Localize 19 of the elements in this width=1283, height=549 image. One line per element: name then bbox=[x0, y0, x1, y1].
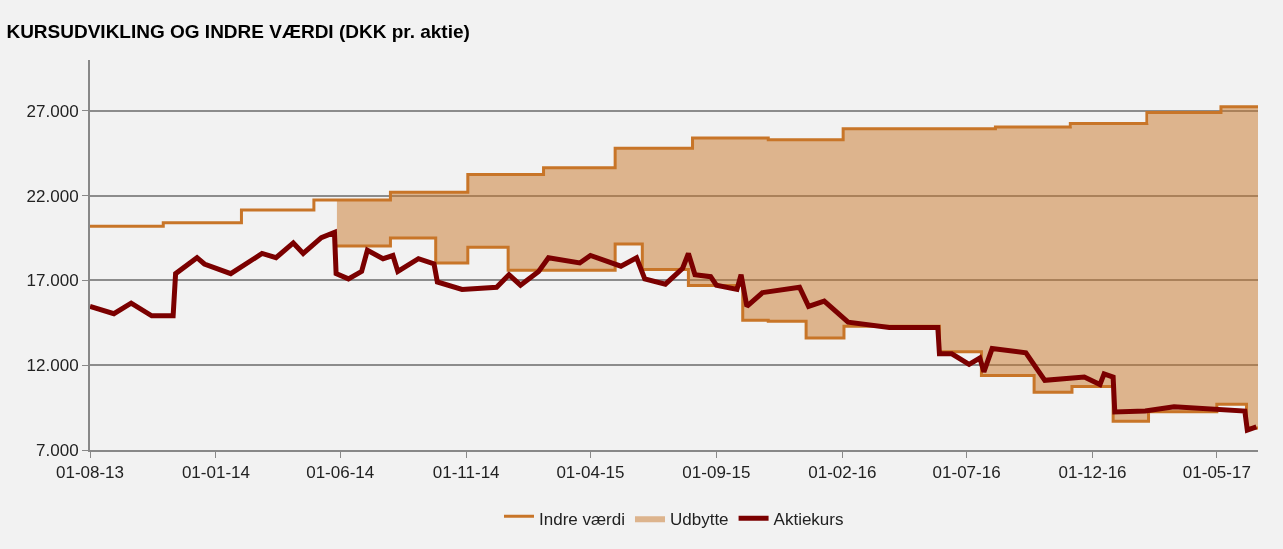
y-tick-label: 22.000 bbox=[26, 186, 79, 206]
x-tick-label: 01-07-16 bbox=[932, 463, 1001, 483]
x-tick-label: 01-02-16 bbox=[808, 463, 877, 483]
x-tick-label: 01-08-13 bbox=[55, 463, 125, 483]
y-tick-label: 7.000 bbox=[36, 440, 79, 460]
x-tick-label: 01-04-15 bbox=[556, 463, 625, 483]
x-tick-label: 01-06-14 bbox=[306, 463, 375, 483]
legend-label: Indre værdi bbox=[539, 509, 625, 529]
y-tick-label: 17.000 bbox=[26, 271, 79, 291]
x-tick-label: 01-09-15 bbox=[682, 463, 751, 483]
legend-label: Udbytte bbox=[669, 509, 729, 529]
chart-title: KURSUDVIKLING OG INDRE VÆRDI (DKK pr. aktie) bbox=[6, 21, 470, 43]
x-tick-label: 01-12-16 bbox=[1058, 463, 1127, 483]
x-tick-label: 01-11-14 bbox=[432, 463, 500, 483]
y-tick-label: 27.000 bbox=[26, 101, 79, 121]
x-tick-label: 01-01-14 bbox=[181, 463, 250, 483]
x-tick-label: 01-05-17 bbox=[1182, 463, 1251, 483]
legend-label: Aktiekurs bbox=[773, 509, 844, 529]
y-tick-label: 12.000 bbox=[26, 356, 79, 376]
